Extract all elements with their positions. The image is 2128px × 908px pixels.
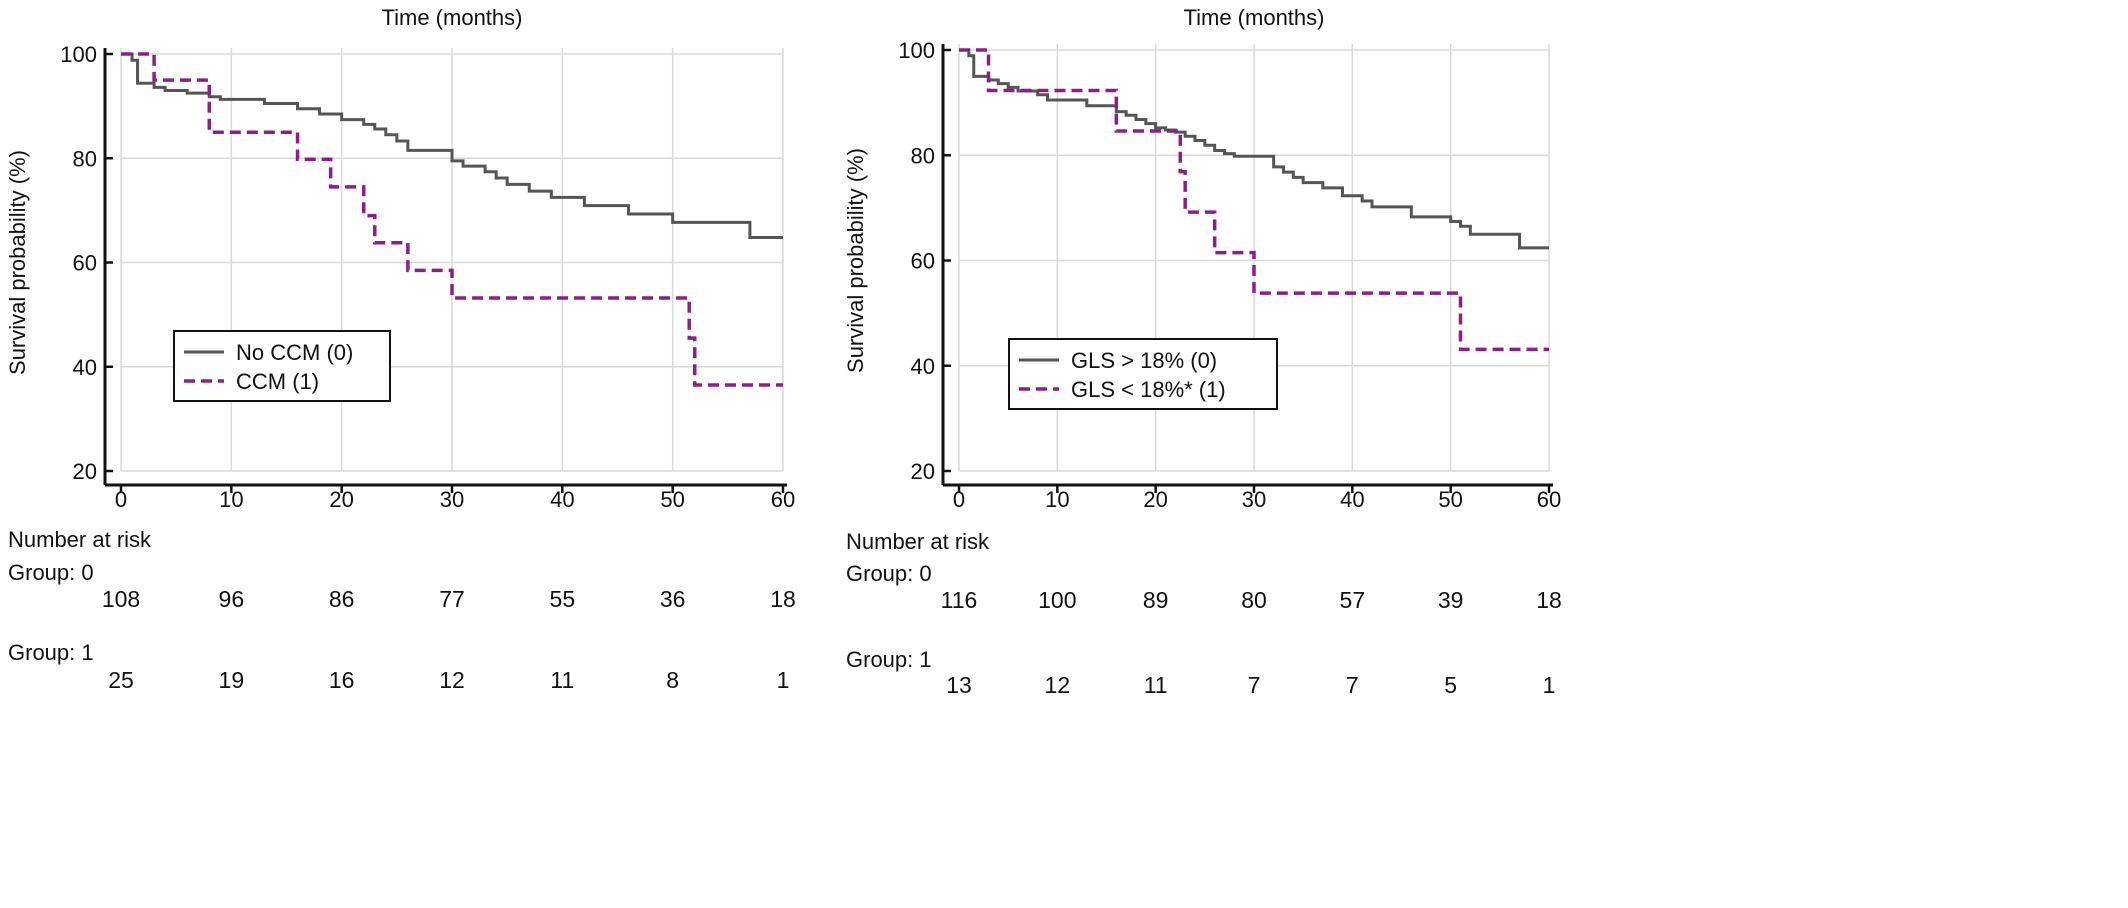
x-tick-label: 40 [550, 487, 574, 512]
x-tick-label: 30 [1242, 487, 1266, 512]
risk-row-label: Group: 0 [846, 561, 932, 586]
y-tick-label: 80 [911, 143, 935, 168]
x-axis-title: Time (months) [1184, 5, 1325, 30]
y-tick-label: 80 [73, 146, 97, 171]
risk-value: 19 [219, 667, 245, 693]
series-line-group0 [121, 52, 783, 239]
legend-label: GLS > 18% (0) [1071, 348, 1217, 373]
risk-value: 116 [941, 587, 978, 613]
legend: GLS > 18% (0) GLS < 18%* (1) [1008, 338, 1278, 410]
risk-value: 100 [1038, 587, 1076, 613]
risk-value: 57 [1340, 587, 1366, 613]
risk-value: 89 [1143, 587, 1169, 613]
risk-value: 39 [1438, 587, 1464, 613]
risk-table-title: Number at risk [8, 527, 152, 552]
x-tick-label: 20 [329, 487, 353, 512]
risk-value: 13 [946, 672, 972, 698]
series-line-group1 [121, 52, 783, 387]
x-tick-label: 50 [660, 487, 684, 512]
risk-value: 16 [329, 667, 355, 693]
km-chart-gls: Time (months) 20 40 60 80 100 0 10 20 30 40 50 60 Sur… [843, 5, 1562, 698]
risk-value: 55 [550, 586, 576, 612]
x-tick-label: 60 [1537, 487, 1561, 512]
risk-value: 11 [550, 667, 574, 693]
y-axis-title: Survival probability (%) [843, 148, 868, 373]
x-tick-label: 10 [219, 487, 243, 512]
risk-value: 11 [1144, 672, 1168, 698]
y-tick-label: 100 [60, 42, 97, 67]
y-tick-label: 60 [911, 249, 935, 274]
series-line-group1 [959, 48, 1549, 352]
risk-value: 80 [1241, 587, 1267, 613]
legend-box [1008, 338, 1278, 410]
risk-row-label: Group: 1 [846, 647, 932, 672]
x-tick-label: 20 [1143, 487, 1167, 512]
risk-value: 77 [439, 586, 465, 612]
risk-row-label: Group: 0 [8, 560, 94, 585]
legend-label: No CCM (0) [236, 340, 353, 365]
y-tick-label: 60 [73, 251, 97, 276]
x-tick-label: 30 [440, 487, 464, 512]
risk-value: 12 [439, 667, 465, 693]
y-axis-title: Survival probability (%) [5, 150, 30, 375]
legend: No CCM (0) CCM (1) [173, 330, 391, 402]
risk-value: 7 [1248, 672, 1261, 698]
x-tick-label: 0 [115, 487, 127, 512]
risk-value: 36 [660, 586, 686, 612]
series-line-group0 [959, 48, 1549, 250]
risk-value: 108 [102, 586, 140, 612]
risk-row-label: Group: 1 [8, 640, 94, 665]
y-tick-label: 20 [73, 459, 97, 484]
risk-value: 18 [1536, 587, 1562, 613]
x-tick-label: 10 [1045, 487, 1069, 512]
legend-box [173, 330, 391, 402]
risk-table-title: Number at risk [846, 529, 990, 554]
risk-value: 86 [329, 586, 355, 612]
y-tick-label: 40 [73, 355, 97, 380]
risk-value: 7 [1346, 672, 1359, 698]
x-axis-title: Time (months) [382, 5, 523, 30]
x-tick-label: 40 [1340, 487, 1364, 512]
risk-value: 8 [666, 667, 679, 693]
risk-value: 18 [770, 586, 796, 612]
x-tick-label: 50 [1438, 487, 1462, 512]
risk-value: 1 [1543, 672, 1556, 698]
y-tick-label: 20 [911, 459, 935, 484]
risk-value: 5 [1444, 672, 1457, 698]
y-tick-label: 100 [898, 38, 935, 63]
x-tick-label: 0 [953, 487, 965, 512]
legend-label: GLS < 18%* (1) [1071, 377, 1226, 402]
km-chart-ccm: Time (months) 20 40 60 80 100 0 10 20 30 40 50 60 Sur… [5, 5, 796, 693]
risk-value: 25 [108, 667, 134, 693]
risk-value: 12 [1045, 672, 1071, 698]
risk-value: 96 [219, 586, 245, 612]
y-tick-label: 40 [911, 354, 935, 379]
legend-label: CCM (1) [236, 369, 319, 394]
x-tick-label: 60 [771, 487, 795, 512]
risk-value: 1 [777, 667, 790, 693]
